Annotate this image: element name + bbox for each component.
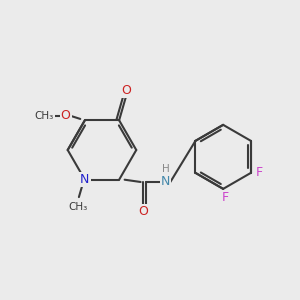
Text: CH₃: CH₃: [34, 111, 54, 121]
Text: CH₃: CH₃: [68, 202, 88, 212]
Text: H: H: [162, 164, 170, 174]
Text: O: O: [138, 205, 148, 218]
Text: F: F: [256, 167, 263, 179]
Text: F: F: [222, 190, 229, 204]
Text: N: N: [80, 173, 89, 186]
Text: N: N: [161, 176, 170, 188]
Text: O: O: [121, 84, 131, 97]
Text: O: O: [61, 109, 70, 122]
